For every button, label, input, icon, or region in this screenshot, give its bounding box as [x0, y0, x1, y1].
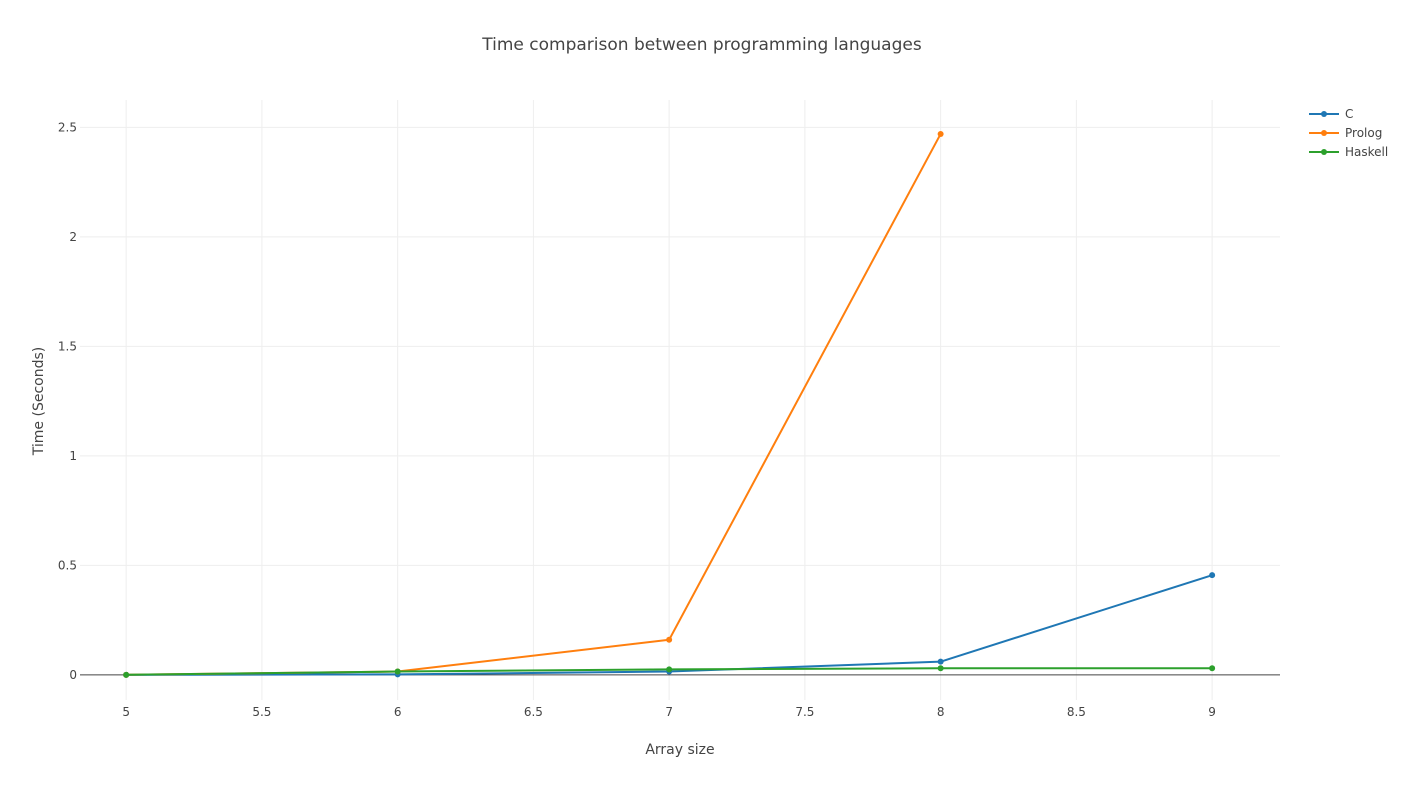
y-tick-label: 0.5 — [58, 558, 77, 572]
x-tick-label: 6 — [394, 705, 402, 719]
x-tick-label: 8 — [937, 705, 945, 719]
x-tick-label: 8.5 — [1067, 705, 1086, 719]
data-point-prolog — [937, 130, 944, 137]
y-axis-title: Time (Seconds) — [31, 347, 47, 456]
x-axis-title: Array size — [645, 742, 714, 758]
x-tick-label: 5 — [122, 705, 130, 719]
series-layer — [123, 130, 1216, 678]
legend-marker-swatch — [1321, 130, 1327, 136]
x-tick-label: 9 — [1208, 705, 1216, 719]
y-tick-label: 0 — [69, 668, 77, 682]
data-point-haskell — [937, 665, 944, 672]
series-haskell — [123, 665, 1216, 678]
data-point-c — [1209, 572, 1216, 579]
grid-layer — [80, 100, 1280, 700]
x-tick-label: 5.5 — [252, 705, 271, 719]
legend-marker-swatch — [1321, 149, 1327, 155]
legend-label: Prolog — [1345, 126, 1382, 140]
y-tick-label: 2.5 — [58, 120, 77, 134]
x-tick-label: 6.5 — [524, 705, 543, 719]
data-point-haskell — [666, 666, 673, 673]
chart-title: Time comparison between programming lang… — [481, 35, 922, 55]
legend-marker-swatch — [1321, 111, 1327, 117]
legend-item-haskell[interactable]: Haskell — [1309, 145, 1388, 159]
legend: C Prolog Haskell — [1309, 107, 1388, 159]
x-tick-label: 7 — [665, 705, 673, 719]
data-point-haskell — [394, 668, 401, 675]
legend-item-prolog[interactable]: Prolog — [1309, 126, 1382, 140]
data-point-c — [937, 658, 944, 665]
data-point-prolog — [666, 636, 673, 643]
data-point-haskell — [1209, 665, 1216, 672]
x-tick-label: 7.5 — [795, 705, 814, 719]
legend-label: C — [1345, 107, 1353, 121]
legend-label: Haskell — [1345, 145, 1388, 159]
y-tick-label: 1 — [69, 449, 77, 463]
y-tick-label: 2 — [69, 230, 77, 244]
legend-item-c[interactable]: C — [1309, 107, 1353, 121]
y-tick-label: 1.5 — [58, 339, 77, 353]
tick-label-layer: 5 5.5 6 6.5 7 7.5 8 8.5 9 0 0.5 1 1.5 2 2.5 — [58, 120, 1216, 719]
data-point-haskell — [123, 671, 130, 678]
